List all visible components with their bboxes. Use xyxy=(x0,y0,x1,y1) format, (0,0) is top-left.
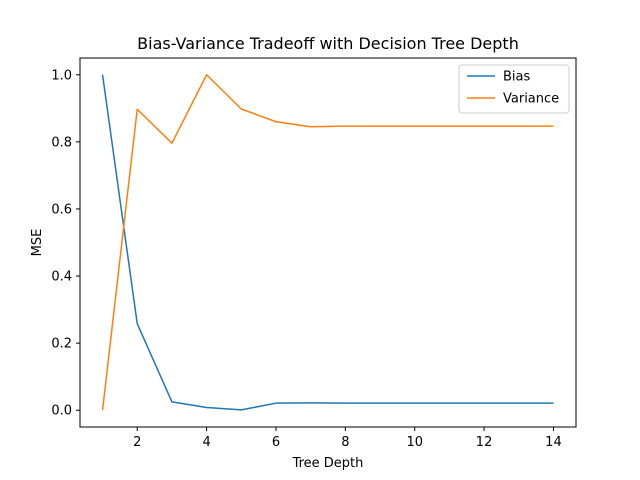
series-line-variance xyxy=(101,74,554,411)
y-tick-label: 0.8 xyxy=(51,135,72,150)
y-axis: 0.0 0.2 0.4 0.6 0.8 1.0 xyxy=(51,68,80,419)
y-tick-label: 1.0 xyxy=(51,68,72,83)
x-axis-label: Tree Depth xyxy=(292,456,364,471)
x-tick-label: 4 xyxy=(202,435,210,450)
x-tick-label: 10 xyxy=(406,435,423,450)
legend-box xyxy=(458,64,570,114)
x-tick-label: 14 xyxy=(545,435,562,450)
x-axis: 2 4 6 8 10 12 14 xyxy=(133,427,562,450)
chart-title: Bias-Variance Tradeoff with Decision Tre… xyxy=(137,34,519,53)
x-tick-label: 2 xyxy=(133,435,141,450)
legend-label-bias: Bias xyxy=(503,70,530,85)
y-tick-label: 0.0 xyxy=(51,404,72,419)
plot-area xyxy=(101,74,554,411)
legend-label-variance: Variance xyxy=(503,92,559,107)
y-tick-label: 0.4 xyxy=(51,270,72,285)
axes-frame xyxy=(79,57,577,428)
legend: Bias Variance xyxy=(458,64,570,114)
x-tick-label: 8 xyxy=(341,435,349,450)
y-tick-label: 0.6 xyxy=(51,202,72,217)
y-axis-label: MSE xyxy=(30,229,45,257)
series-line-bias xyxy=(101,74,554,411)
y-tick-label: 0.2 xyxy=(51,337,72,352)
x-tick-label: 12 xyxy=(476,435,493,450)
x-tick-label: 6 xyxy=(272,435,280,450)
